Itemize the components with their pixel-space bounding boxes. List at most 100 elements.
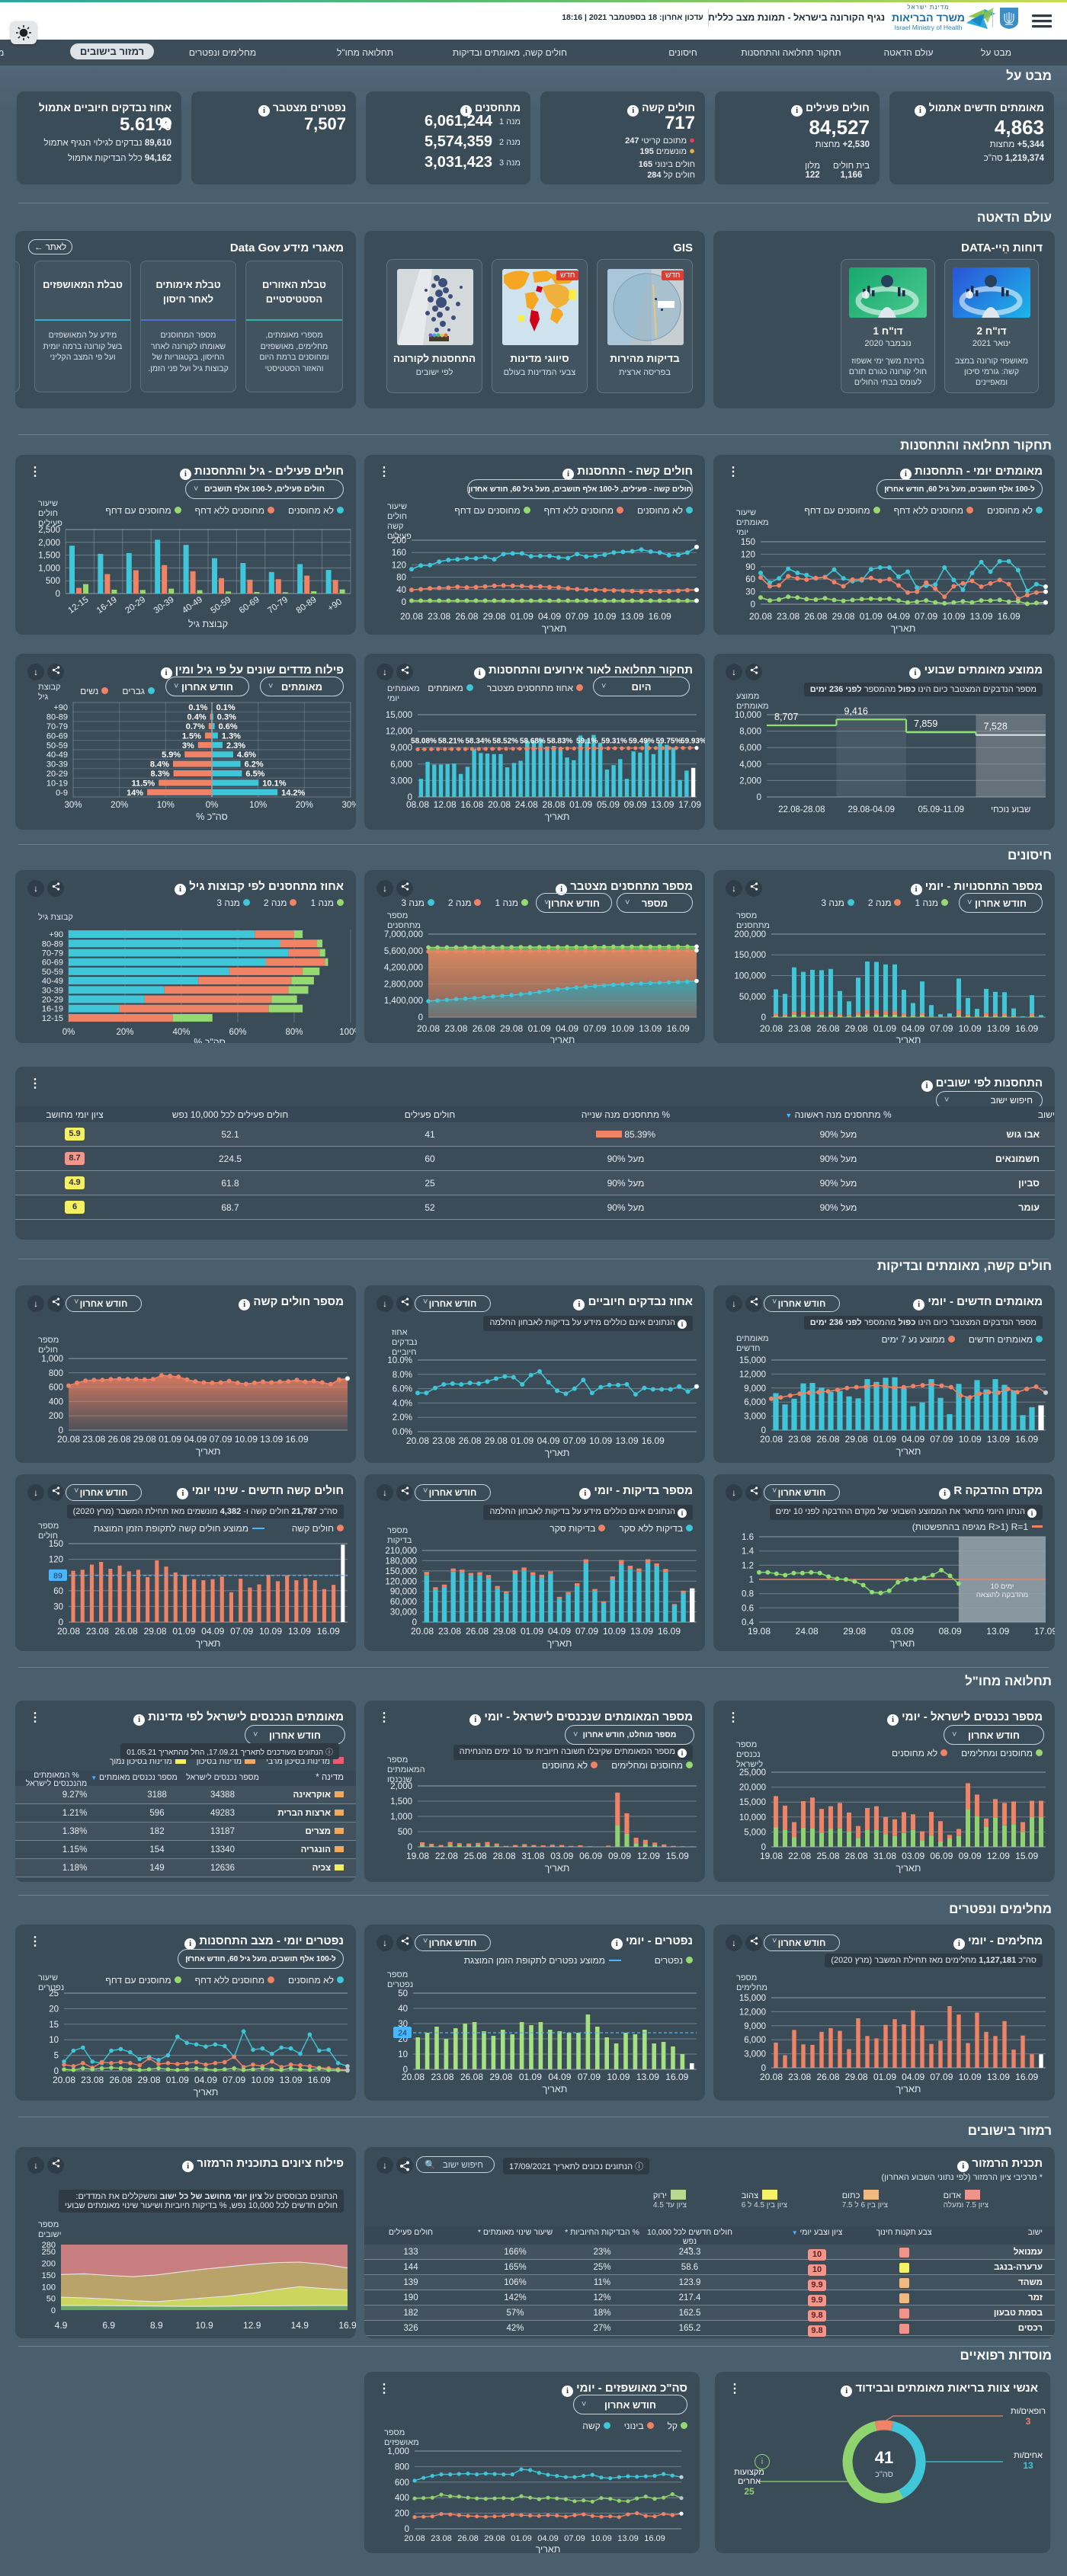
svg-text:04.09: 04.09 bbox=[194, 2075, 217, 2085]
svg-text:16.09: 16.09 bbox=[285, 1434, 308, 1445]
svg-text:58.34%: 58.34% bbox=[465, 737, 491, 745]
svg-text:40: 40 bbox=[396, 586, 406, 595]
svg-text:89: 89 bbox=[53, 1571, 62, 1580]
svg-text:30: 30 bbox=[53, 1602, 63, 1611]
svg-text:10.09: 10.09 bbox=[259, 1626, 282, 1637]
svg-text:1,000: 1,000 bbox=[387, 2447, 409, 2456]
svg-text:תאריך: תאריך bbox=[194, 2087, 219, 2098]
svg-text:+90: +90 bbox=[326, 597, 344, 613]
svg-text:04.09: 04.09 bbox=[902, 1434, 924, 1445]
svg-text:1,000: 1,000 bbox=[390, 1813, 412, 1822]
svg-text:40: 40 bbox=[398, 2005, 408, 2014]
svg-text:20.08: 20.08 bbox=[760, 1023, 783, 1034]
svg-text:23.08: 23.08 bbox=[82, 1434, 105, 1445]
svg-text:26.08: 26.08 bbox=[107, 1434, 130, 1445]
svg-text:תאריך: תאריך bbox=[547, 1638, 572, 1649]
svg-text:10.09: 10.09 bbox=[959, 1023, 982, 1034]
svg-text:07.09: 07.09 bbox=[563, 1435, 586, 1446]
svg-text:100%: 100% bbox=[339, 1028, 356, 1037]
svg-text:23.08: 23.08 bbox=[788, 1434, 811, 1445]
svg-text:סה"כ: סה"כ bbox=[875, 2470, 893, 2479]
svg-text:01.09: 01.09 bbox=[511, 611, 534, 622]
svg-text:תאריך: תאריך bbox=[896, 2084, 921, 2094]
svg-text:9,000: 9,000 bbox=[390, 744, 412, 753]
svg-text:23.08: 23.08 bbox=[438, 1626, 461, 1637]
svg-text:800: 800 bbox=[395, 2462, 409, 2472]
svg-text:תאריך: תאריך bbox=[896, 1035, 921, 1043]
svg-text:0: 0 bbox=[761, 1426, 766, 1435]
svg-text:30%: 30% bbox=[64, 801, 82, 810]
svg-text:23.08: 23.08 bbox=[81, 2075, 104, 2085]
svg-text:0.8: 0.8 bbox=[742, 1590, 754, 1599]
svg-text:16.09: 16.09 bbox=[317, 1626, 340, 1637]
svg-text:16.09: 16.09 bbox=[1015, 2072, 1038, 2082]
svg-text:8,707: 8,707 bbox=[774, 712, 798, 722]
svg-text:0.6: 0.6 bbox=[742, 1604, 754, 1613]
svg-text:01.09: 01.09 bbox=[511, 1435, 534, 1446]
svg-text:16.9: 16.9 bbox=[338, 2320, 356, 2331]
svg-text:25: 25 bbox=[49, 1989, 59, 1998]
svg-text:תאריך: תאריך bbox=[542, 623, 567, 634]
svg-text:09.09: 09.09 bbox=[608, 1851, 631, 1861]
svg-text:15,000: 15,000 bbox=[386, 711, 412, 720]
svg-text:שבוע נוכחי: שבוע נוכחי bbox=[991, 805, 1030, 814]
svg-text:2,800,000: 2,800,000 bbox=[384, 980, 423, 989]
svg-text:200: 200 bbox=[49, 1412, 63, 1421]
svg-text:10.09: 10.09 bbox=[251, 2075, 274, 2085]
svg-text:20.08: 20.08 bbox=[404, 2534, 425, 2543]
svg-text:28.08: 28.08 bbox=[493, 1851, 516, 1861]
svg-text:20.08: 20.08 bbox=[406, 1435, 429, 1446]
svg-text:23.08: 23.08 bbox=[431, 2534, 452, 2543]
svg-text:60: 60 bbox=[745, 575, 755, 584]
svg-text:16-19: 16-19 bbox=[95, 595, 119, 616]
svg-text:8.0%: 8.0% bbox=[393, 1371, 412, 1380]
svg-text:16.09: 16.09 bbox=[667, 1023, 690, 1034]
svg-text:01.09: 01.09 bbox=[172, 1626, 195, 1637]
svg-text:% סה"כ: % סה"כ bbox=[196, 811, 228, 822]
svg-text:20.08: 20.08 bbox=[760, 2072, 783, 2082]
svg-text:0: 0 bbox=[761, 1013, 766, 1022]
svg-text:7,528: 7,528 bbox=[984, 722, 1008, 732]
svg-text:80-89: 80-89 bbox=[42, 939, 63, 949]
svg-text:8.4%: 8.4% bbox=[150, 760, 169, 770]
svg-text:12-15: 12-15 bbox=[66, 595, 90, 616]
svg-text:15: 15 bbox=[49, 2021, 59, 2030]
svg-text:03.09: 03.09 bbox=[902, 1851, 924, 1861]
svg-text:100: 100 bbox=[42, 2283, 56, 2292]
svg-text:תאריך: תאריך bbox=[550, 1035, 575, 1043]
svg-text:07.09: 07.09 bbox=[583, 1023, 606, 1034]
svg-text:29.08: 29.08 bbox=[133, 1434, 156, 1445]
svg-text:13.09: 13.09 bbox=[288, 1626, 311, 1637]
svg-text:10.09: 10.09 bbox=[942, 611, 965, 622]
svg-text:50: 50 bbox=[398, 1989, 408, 1998]
svg-text:200: 200 bbox=[392, 536, 406, 546]
svg-text:30-39: 30-39 bbox=[42, 986, 63, 995]
svg-text:20%: 20% bbox=[296, 801, 313, 810]
svg-text:13.09: 13.09 bbox=[987, 1023, 1010, 1034]
svg-text:60%: 60% bbox=[229, 1028, 246, 1037]
svg-text:150,000: 150,000 bbox=[734, 951, 766, 960]
svg-text:0-9: 0-9 bbox=[56, 789, 68, 798]
svg-text:2.3%: 2.3% bbox=[226, 741, 245, 750]
svg-text:3%: 3% bbox=[182, 741, 194, 750]
svg-text:13.09: 13.09 bbox=[639, 1023, 662, 1034]
svg-text:80-89: 80-89 bbox=[46, 713, 68, 722]
svg-text:0: 0 bbox=[757, 793, 761, 802]
svg-text:0: 0 bbox=[405, 2525, 409, 2534]
svg-text:2,000: 2,000 bbox=[739, 776, 761, 786]
svg-text:06.09: 06.09 bbox=[930, 1851, 953, 1861]
svg-text:‎+90: ‎+90 bbox=[49, 930, 63, 939]
svg-text:04.09: 04.09 bbox=[548, 2072, 571, 2082]
svg-text:מהדבקה לתוצאה: מהדבקה לתוצאה bbox=[976, 1590, 1028, 1599]
svg-text:10.09: 10.09 bbox=[235, 1434, 258, 1445]
svg-text:80: 80 bbox=[396, 574, 406, 583]
svg-text:13.09: 13.09 bbox=[280, 2075, 303, 2085]
svg-text:1.5%: 1.5% bbox=[182, 731, 201, 741]
svg-text:600: 600 bbox=[49, 1384, 63, 1393]
svg-text:0: 0 bbox=[761, 2064, 766, 2073]
svg-text:% סה"כ: % סה"כ bbox=[194, 1037, 226, 1043]
svg-text:8.3%: 8.3% bbox=[151, 770, 170, 779]
svg-text:0.4%: 0.4% bbox=[187, 713, 207, 722]
svg-text:13.09: 13.09 bbox=[260, 1434, 283, 1445]
svg-text:40-49: 40-49 bbox=[181, 595, 204, 616]
